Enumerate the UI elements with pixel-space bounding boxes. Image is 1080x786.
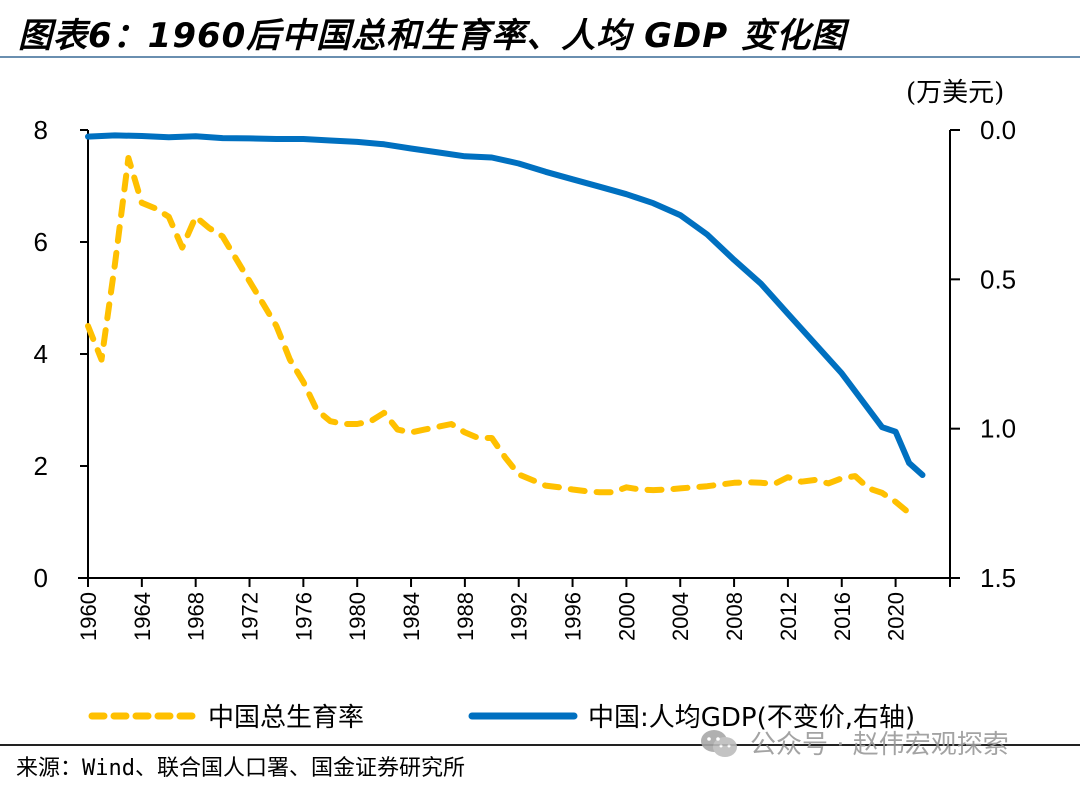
left-tick-label: 2 xyxy=(34,451,48,481)
watermark-text: 公众号 · 赵伟宏观探索 xyxy=(750,730,1009,760)
legend-item-fertility: 中国总生育率 xyxy=(88,697,364,734)
legend-item-gdp: 中国:人均GDP(不变价,右轴) xyxy=(468,697,915,734)
right-axis-ticks: 0.0 0.5 1.0 1.5 xyxy=(950,115,1016,593)
wechat-icon xyxy=(700,729,738,757)
x-tick-label: 1960 xyxy=(76,592,101,641)
x-tick-label: 1988 xyxy=(453,592,478,641)
left-tick-label: 8 xyxy=(34,115,48,145)
right-tick-label: 0.0 xyxy=(980,115,1016,145)
legend-label-gdp: 中国:人均GDP(不变价,右轴) xyxy=(588,703,916,733)
series-line-fertility xyxy=(85,155,913,516)
x-axis-ticks: 1960 1964 1968 1972 1976 1980 1984 1988 1992 1996… xyxy=(76,578,951,641)
x-tick-label: 2008 xyxy=(722,592,747,641)
x-tick-label: 2004 xyxy=(668,592,693,641)
x-tick-label: 1984 xyxy=(399,592,424,641)
left-axis-ticks: 0 2 4 6 8 xyxy=(34,115,88,593)
left-tick-label: 0 xyxy=(34,563,48,593)
x-tick-label: 1996 xyxy=(561,592,586,641)
right-tick-label: 0.5 xyxy=(980,264,1016,294)
x-tick-label: 1992 xyxy=(507,592,532,641)
x-tick-label: 1964 xyxy=(130,592,155,641)
title-divider xyxy=(0,56,1080,58)
x-tick-label: 1980 xyxy=(345,592,370,641)
x-tick-label: 2016 xyxy=(830,592,855,641)
chart-title: 图表6：1960后中国总和生育率、人均 GDP 变化图 xyxy=(18,16,847,56)
watermark: 公众号 · 赵伟宏观探索 xyxy=(700,724,1009,761)
series-layer xyxy=(85,132,926,516)
x-tick-label: 2000 xyxy=(614,592,639,641)
left-tick-label: 6 xyxy=(34,227,48,257)
legend-swatch-solid-blue xyxy=(468,712,578,719)
footer-divider xyxy=(0,744,1080,746)
right-axis-unit: (万美元) xyxy=(906,78,1005,108)
right-tick-label: 1.5 xyxy=(980,563,1016,593)
series-line-gdp xyxy=(85,132,926,478)
x-tick-label: 2012 xyxy=(776,592,801,641)
legend-label-fertility: 中国总生育率 xyxy=(208,703,365,733)
right-tick-label: 1.0 xyxy=(980,414,1016,444)
left-tick-label: 4 xyxy=(34,339,48,369)
x-tick-label: 1972 xyxy=(238,592,263,641)
legend-swatch-dashed-yellow xyxy=(88,712,198,719)
source-note: 来源：Wind、联合国人口署、国金证券研究所 xyxy=(16,756,465,781)
x-tick-label: 1976 xyxy=(291,592,316,641)
x-tick-label: 1968 xyxy=(184,592,209,641)
x-tick-label: 2020 xyxy=(884,592,909,641)
